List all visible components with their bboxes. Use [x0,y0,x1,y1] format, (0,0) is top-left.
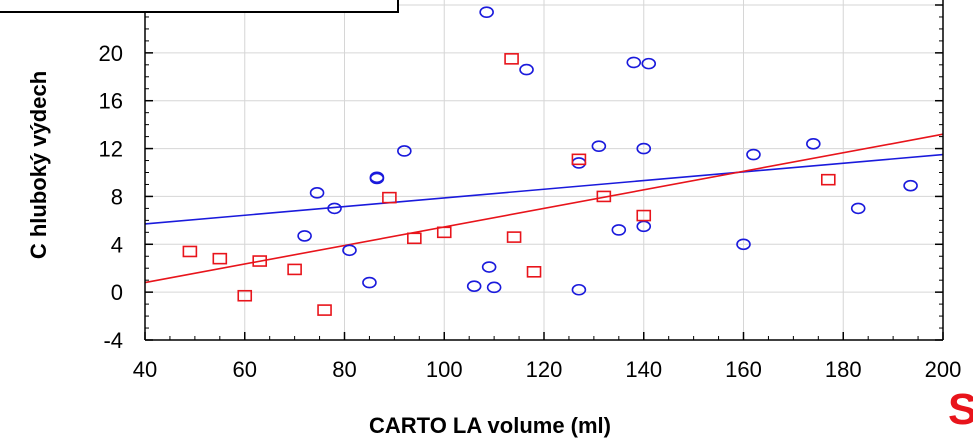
y-tick-label: 8 [111,184,123,209]
circle-point [746,148,761,161]
fit-lines [144,133,944,284]
fit-line [144,133,944,284]
circle-point [611,224,627,236]
square-point [571,153,587,166]
x-tick-label: 120 [526,357,563,382]
circle-point [571,157,587,169]
y-tick-label: 12 [99,137,123,162]
circle-point [806,137,821,150]
circle-point [641,57,657,70]
y-tick-label: 16 [99,89,123,114]
square-point [407,232,422,245]
square-point [317,304,332,316]
square-point [287,263,302,276]
square-point [382,191,397,204]
square-point [436,226,452,239]
square-point [820,173,836,186]
circle-point [636,142,652,155]
square-point [504,53,519,65]
circle-point [519,63,534,76]
x-tick-label: 60 [233,357,257,382]
x-tick-label: 40 [133,357,157,382]
square-point [526,266,542,278]
square-point [182,245,198,258]
fit-line [144,153,944,225]
y-tick-label: 0 [111,280,123,305]
y-tick-label: 20 [99,41,123,66]
corner-mark: S [948,385,973,434]
axes [144,0,944,341]
grid [144,0,944,341]
circle-point [481,261,497,273]
y-axis-title: C hluboký výdech [26,71,51,259]
circle-point [626,56,642,69]
square-point [506,231,522,243]
square-point [212,252,228,265]
x-tick-label: 80 [332,357,356,382]
circle-point [397,145,412,157]
x-tick-label: 160 [725,357,762,382]
data-points [182,6,918,316]
square-point [237,289,253,302]
square-point [252,255,268,267]
circle-point [466,280,482,292]
circle-point [362,276,377,289]
circle-point [369,172,385,185]
circle-point [736,238,751,251]
square-point [596,190,612,203]
circle-point [486,281,502,294]
circle-point [479,6,494,18]
legend-box [0,0,399,13]
x-tick-label: 100 [426,357,463,382]
circle-point [342,244,357,257]
circle-point [327,202,342,215]
y-tick-label: 4 [111,232,123,257]
circle-point [850,202,866,215]
x-axis-title: CARTO LA volume (ml) [369,413,611,438]
circle-point [309,187,325,199]
x-tick-label: 200 [925,357,962,382]
x-tick-label: 140 [625,357,662,382]
x-tick-labels: 40 60 80 100 120 140 160 180 200 [133,357,962,382]
y-tick-labels: -404812162024 [99,0,123,353]
y-tick-label: -4 [103,328,123,353]
circle-point [571,283,587,296]
circle-point [903,179,918,192]
circle-point [591,140,607,152]
circle-point [297,230,312,242]
square-point [636,209,652,222]
x-tick-label: 180 [825,357,862,382]
